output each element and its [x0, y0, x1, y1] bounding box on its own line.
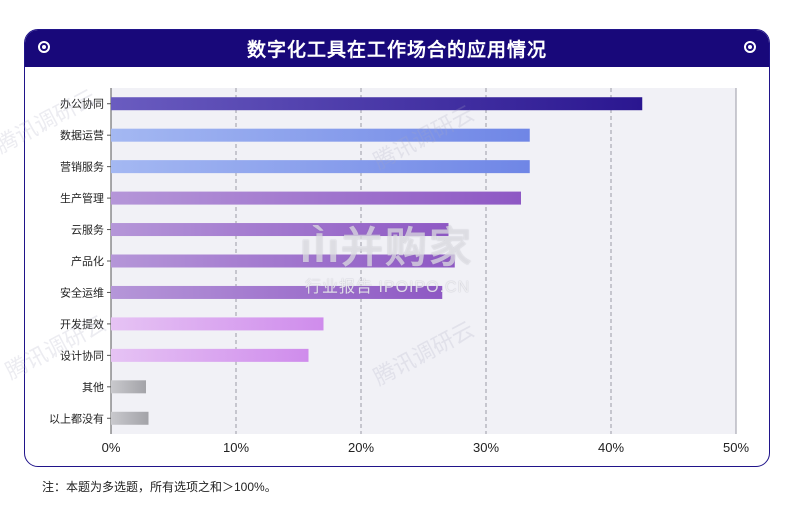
- category-label: 其他: [82, 381, 104, 394]
- chart-title: 数字化工具在工作场合的应用情况: [246, 40, 547, 61]
- category-label: 安全运维: [60, 285, 104, 299]
- bars: [111, 97, 643, 425]
- bar-6: [111, 285, 443, 299]
- x-tick-labels: 0% 10% 20% 30% 40% 50%: [102, 440, 750, 455]
- category-label: 云服务: [71, 224, 104, 237]
- bar-5: [111, 254, 455, 268]
- category-label: 开发提效: [60, 317, 104, 331]
- category-label: 生产管理: [60, 191, 104, 205]
- title-bar: 数字化工具在工作场合的应用情况: [25, 30, 769, 67]
- bar-8: [111, 348, 309, 362]
- bar-3: [111, 191, 521, 205]
- x-tick-label: 40%: [598, 440, 624, 455]
- bar-7: [111, 317, 324, 331]
- category-label: 营销服务: [60, 160, 104, 174]
- bar-1: [111, 128, 530, 142]
- footnote: 注：本题为多选题，所有选项之和＞100%。: [42, 480, 277, 494]
- bar-10: [111, 411, 149, 425]
- bar-9: [111, 380, 146, 394]
- x-tick-label: 0%: [102, 440, 121, 455]
- category-label: 产品化: [71, 254, 104, 268]
- bar-0: [111, 97, 643, 111]
- radio-dot-icon: [38, 41, 50, 53]
- x-tick-label: 10%: [223, 440, 249, 455]
- radio-dot-icon: [744, 41, 756, 53]
- category-label: 设计协同: [60, 348, 104, 362]
- category-label: 数据运营: [60, 128, 104, 142]
- x-tick-label: 30%: [473, 440, 499, 455]
- category-labels: 办公协同数据运营营销服务生产管理云服务产品化安全运维开发提效设计协同其他以上都没…: [49, 97, 111, 425]
- x-tick-label: 50%: [723, 440, 749, 455]
- bar-2: [111, 160, 530, 174]
- category-label: 以上都没有: [49, 411, 104, 425]
- x-tick-label: 20%: [348, 440, 374, 455]
- category-label: 办公协同: [60, 97, 104, 111]
- bar-4: [111, 223, 449, 237]
